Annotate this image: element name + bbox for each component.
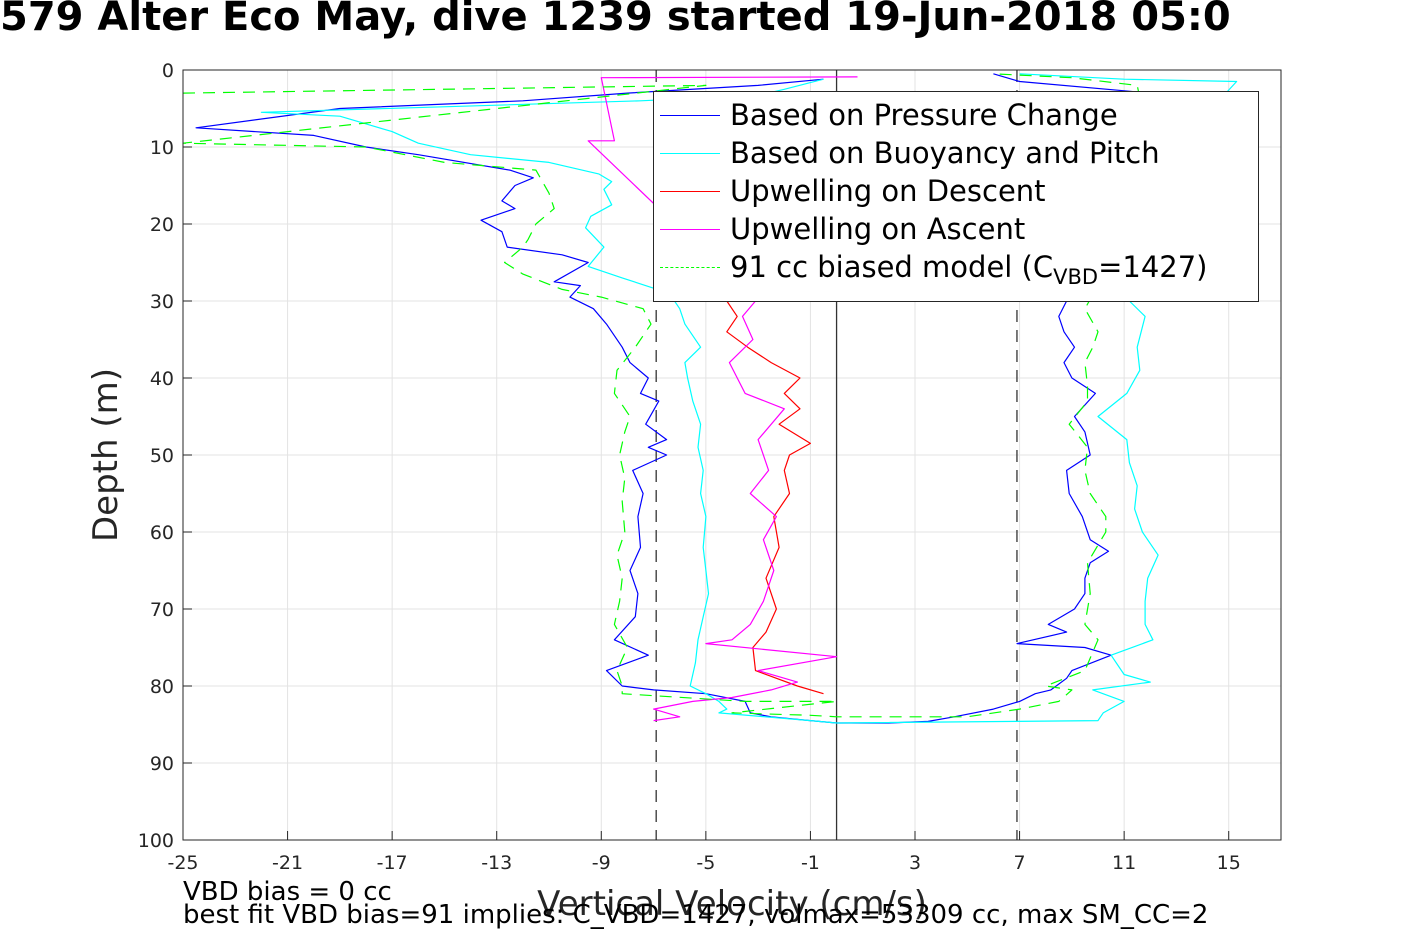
legend-model-prefix: 91 cc biased model (C — [730, 250, 1054, 284]
legend-line-pressure — [660, 115, 720, 116]
legend-item-pressure: Based on Pressure Change — [654, 96, 1258, 134]
legend: Based on Pressure Change Based on Buoyan… — [653, 91, 1259, 302]
footer-line-1: VBD bias = 0 cc — [183, 877, 392, 907]
legend-label-buoyancy: Based on Buoyancy and Pitch — [730, 136, 1160, 170]
y-tick-label: 70 — [150, 599, 174, 621]
y-tick-label: 90 — [150, 753, 174, 775]
x-tick-label: 15 — [1217, 852, 1241, 874]
series-line-5 — [182, 73, 1151, 718]
series-line-1 — [195, 73, 1204, 724]
y-tick-label: 60 — [150, 522, 174, 544]
series-line-3 — [726, 300, 824, 695]
y-tick-label: 50 — [150, 445, 174, 467]
x-tick-label: -1 — [801, 852, 820, 874]
legend-item-model: 91 cc biased model (CVBD=1427) — [654, 248, 1258, 289]
series-line-2 — [260, 73, 1238, 724]
y-axis-label: Depth (m) — [86, 368, 126, 542]
legend-model-sub: VBD — [1053, 264, 1099, 289]
legend-line-model — [660, 267, 720, 268]
x-tick-label: -17 — [377, 852, 408, 874]
x-tick-label: 11 — [1112, 852, 1136, 874]
tick-labels: -25 -21 -17 -13 -9 -5 -1 3 7 11 150102030405060708… — [138, 60, 1241, 874]
legend-label-up-ascent: Upwelling on Ascent — [730, 212, 1026, 246]
series-line-4 — [587, 76, 858, 722]
x-tick-label: -5 — [696, 852, 715, 874]
x-tick-label: -13 — [481, 852, 512, 874]
y-tick-label: 30 — [150, 291, 174, 313]
legend-item-buoyancy: Based on Buoyancy and Pitch — [654, 134, 1258, 172]
y-tick-label: 0 — [162, 60, 174, 82]
legend-item-up-descent: Upwelling on Descent — [654, 172, 1258, 210]
x-tick-label: 7 — [1014, 852, 1026, 874]
legend-line-up-descent — [660, 191, 720, 192]
y-tick-label: 10 — [150, 137, 174, 159]
y-tick-label: 100 — [138, 830, 174, 852]
footer-line-2: best fit VBD bias=91 implies: C_VBD=1427… — [183, 900, 1209, 930]
y-tick-label: 80 — [150, 676, 174, 698]
x-tick-label: 3 — [909, 852, 921, 874]
x-tick-label: -9 — [592, 852, 611, 874]
legend-label-up-descent: Upwelling on Descent — [730, 174, 1046, 208]
x-tick-label: -25 — [167, 852, 198, 874]
legend-line-buoyancy — [660, 153, 720, 154]
legend-model-suffix: =1427) — [1098, 250, 1208, 284]
legend-item-up-ascent: Upwelling on Ascent — [654, 210, 1258, 248]
x-axis-label: Vertical Velocity (cm/s) — [537, 884, 927, 924]
legend-label-model: 91 cc biased model (CVBD=1427) — [730, 250, 1208, 289]
chart-title: 579 Alter Eco May, dive 1239 started 19-… — [0, 0, 1231, 40]
legend-line-up-ascent — [660, 229, 720, 230]
legend-label-pressure: Based on Pressure Change — [730, 98, 1118, 132]
x-tick-label: -21 — [272, 852, 303, 874]
y-tick-label: 20 — [150, 214, 174, 236]
y-tick-label: 40 — [150, 368, 174, 390]
